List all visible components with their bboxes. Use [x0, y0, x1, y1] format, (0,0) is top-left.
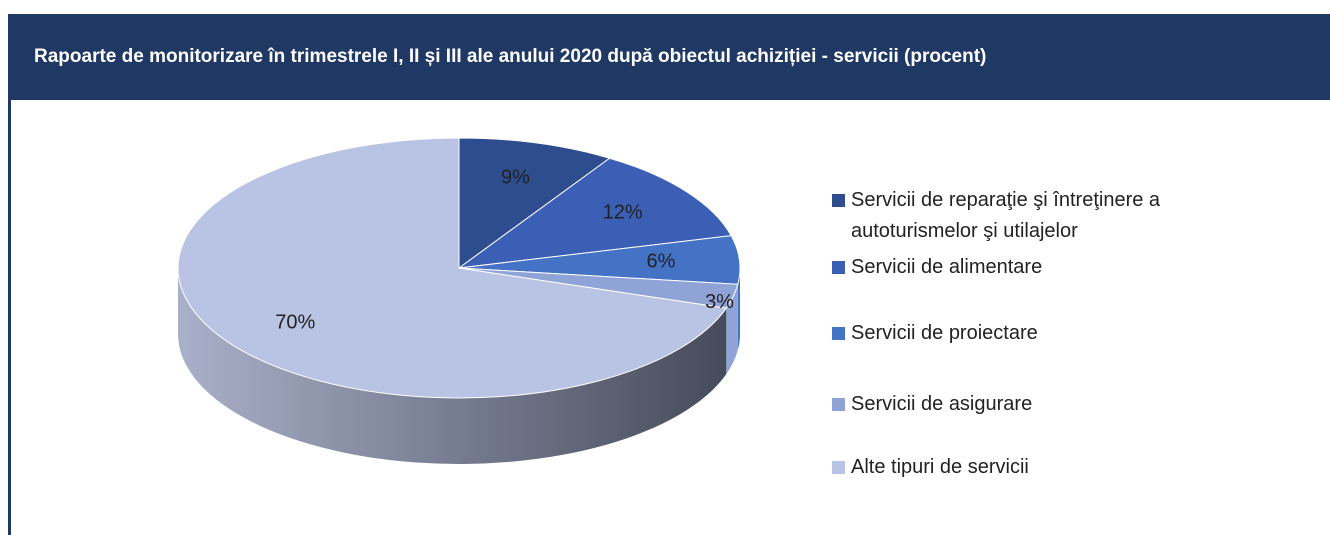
data-label: 9%	[501, 166, 530, 188]
slice-side	[726, 284, 738, 375]
legend-swatch	[832, 398, 845, 411]
slice	[458, 137, 611, 269]
legend-label: Alte tipuri de servicii	[851, 456, 1029, 478]
legend-swatch	[832, 261, 845, 274]
legend-item: Servicii de alimentare	[832, 252, 1252, 283]
legend-swatch	[832, 461, 845, 474]
legend-label: Servicii de asigurare	[851, 393, 1033, 415]
legend-label: Servicii de reparaţie şi întreţinere a a…	[851, 189, 1161, 242]
chart-title: Rapoarte de monitorizare în trimestrele …	[8, 14, 1330, 100]
legend-label: Servicii de proiectare	[851, 322, 1038, 344]
data-label: 70%	[275, 311, 315, 333]
data-label: 12%	[603, 201, 643, 223]
legend-swatch	[832, 327, 845, 340]
slice	[177, 137, 728, 399]
slice-side	[737, 268, 740, 351]
frame-rule	[8, 100, 11, 535]
legend-item: Servicii de reparaţie şi întreţinere a a…	[832, 185, 1252, 247]
legend-swatch	[832, 194, 845, 207]
legend-label: Servicii de alimentare	[851, 256, 1043, 278]
slice	[457, 157, 732, 269]
data-label: 3%	[705, 291, 734, 313]
slice-side	[178, 268, 727, 464]
legend-item: Servicii de asigurare	[832, 389, 1252, 420]
legend-item: Servicii de proiectare	[832, 318, 1252, 349]
legend-item: Alte tipuri de servicii	[832, 452, 1252, 483]
data-label: 6%	[646, 250, 675, 272]
